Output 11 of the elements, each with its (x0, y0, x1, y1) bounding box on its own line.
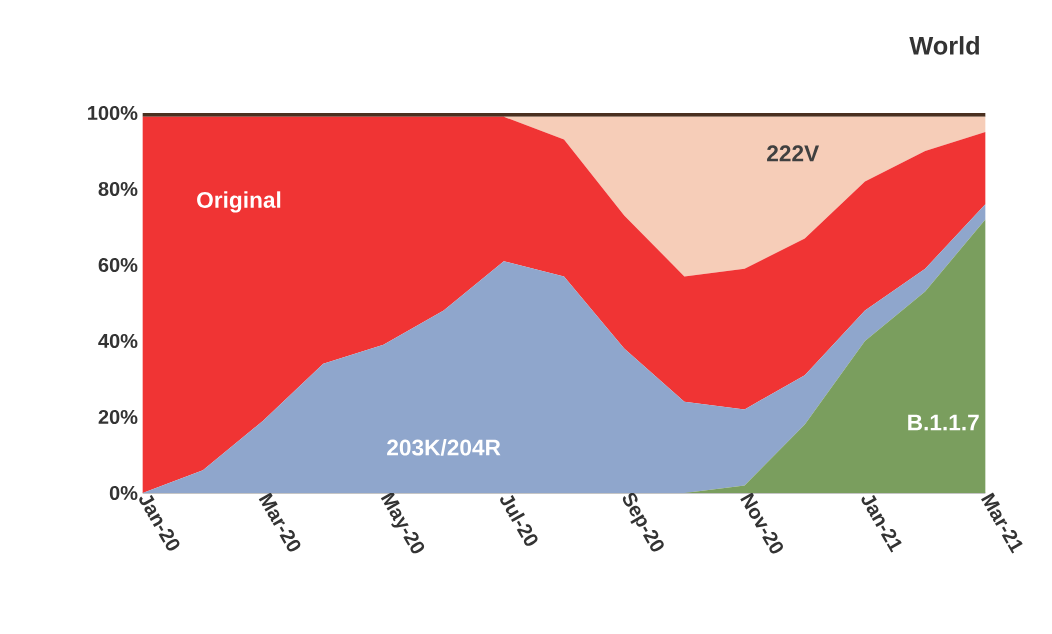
y-tick-label: 80% (98, 181, 138, 197)
series-label: B.1.1.7 (908, 414, 979, 431)
chart-title: World (909, 36, 979, 55)
series-label: Original (197, 191, 281, 213)
y-tick-label: 100% (88, 105, 138, 121)
y-tick-label: 40% (98, 333, 138, 349)
y-tick-label: 0% (109, 485, 138, 501)
series-label: 222V (767, 145, 820, 162)
y-tick-label: 60% (98, 257, 138, 273)
series-label: 203K/204R (387, 438, 501, 456)
y-tick-label: 20% (98, 409, 138, 425)
